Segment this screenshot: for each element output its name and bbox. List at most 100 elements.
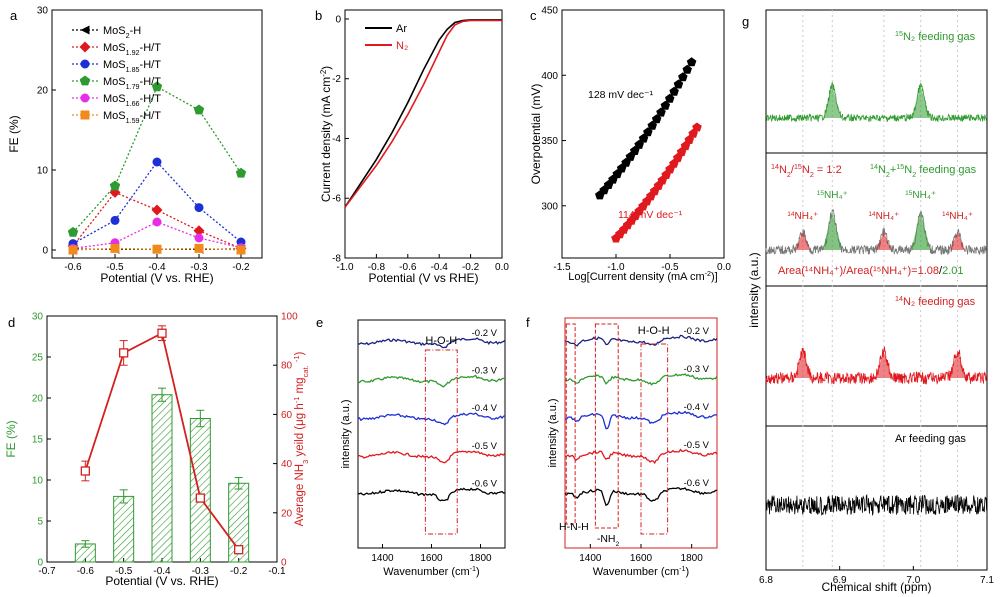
y-tick-label: 450 <box>541 6 558 17</box>
x-axis-label: Log[Current density (mA cm-2)] <box>568 270 717 283</box>
panel-b: -1.0 -0.8 -0.6 -0.4 -0.2 0.0 0 -2 -4 -6 -8 b Potenti… <box>315 8 509 285</box>
legend-entry: MoS2-H <box>103 25 141 40</box>
yield-point <box>157 328 167 338</box>
y-tick-label: 0 <box>335 14 341 25</box>
data-point <box>194 243 204 253</box>
y2-tick-label: 0 <box>281 558 287 569</box>
series-line <box>344 19 502 208</box>
fe-bar <box>113 495 135 563</box>
peak-label: 14NH₄⁺ <box>787 211 818 223</box>
x-tick-label: -1.0 <box>336 262 354 273</box>
series-label: -0.6 V <box>472 478 498 489</box>
subpanel-title: 14N2/15N2 = 1:2 <box>771 163 842 179</box>
slope-label: 114 mV dec⁻¹ <box>618 209 683 221</box>
y-tick-label: 30 <box>37 6 49 17</box>
x-tick-label: -0.6 <box>77 566 95 577</box>
panel-g: g 6.8 6.9 7.0 7.1 Chemical shift (ppm) intensi… <box>742 9 994 594</box>
highlight-box <box>640 343 669 535</box>
yield-point <box>195 493 205 503</box>
panel-d: -0.7 -0.6 -0.5 -0.4 -0.3 -0.2 -0.1051015202530… <box>4 312 310 589</box>
spectrum-line <box>357 412 506 426</box>
x-tick-label: -0.6 <box>399 262 417 273</box>
subpanel-title: 15N₂ feeding gas <box>895 30 976 43</box>
x-axis-label: Chemical shift (ppm) <box>821 580 931 594</box>
data-point <box>110 243 120 253</box>
legend-entry: N₂ <box>396 40 408 52</box>
x-tick-label: -0.6 <box>64 262 82 273</box>
peak-fill <box>950 232 965 250</box>
x-tick-label: -0.3 <box>190 262 208 273</box>
plot-frame <box>357 319 506 549</box>
fe-bar <box>151 394 173 563</box>
spectrum-line <box>564 334 718 347</box>
y-tick-label: 25 <box>32 353 44 364</box>
data-point <box>678 72 688 82</box>
y2-tick-label: 100 <box>281 312 298 323</box>
data-point <box>665 93 675 103</box>
x-tick-label: -0.8 <box>368 262 386 273</box>
data-point <box>673 79 684 89</box>
data-point <box>235 167 247 178</box>
legend-entry: MoS1.66-H/T <box>103 93 161 108</box>
y2-tick-label: 20 <box>281 508 293 519</box>
x-tick-label: 7.0 <box>906 575 920 586</box>
series-line <box>72 85 242 233</box>
panel-a: -0.6 -0.5 -0.4 -0.3 -0.2 0 10 20 30 a Potential (V… <box>7 6 263 285</box>
panel-letter-d: d <box>8 315 15 330</box>
x-axis-label: Wavenumber (cm-1) <box>383 565 479 578</box>
peak-fill <box>793 352 812 378</box>
peak-fill <box>795 232 811 250</box>
y2-axis-label: Average NH3 yeild (μg h-1 mgcat. -1) <box>292 352 310 527</box>
x-tick-label: 6.8 <box>759 575 773 586</box>
data-point <box>660 100 671 110</box>
nmr-trace <box>765 81 987 123</box>
y-tick-label: 20 <box>32 394 44 405</box>
peak-annotation: H-N-H <box>559 521 589 533</box>
x-tick-label: -0.3 <box>192 566 210 577</box>
series-line <box>72 160 242 245</box>
data-point <box>686 57 697 67</box>
area-ratio-text: Area(¹⁴NH₄⁺)/Area(¹⁵NH₄⁺)=1.08/2.01 <box>778 265 964 277</box>
peak-annotation: H-O-H <box>425 335 457 347</box>
panel-letter: f <box>526 315 530 330</box>
x-tick-label: -0.5 <box>661 262 679 273</box>
fe-bar <box>189 418 211 563</box>
y-axis-label: Overpotential (mV) <box>529 84 543 185</box>
series-label: -0.2 V <box>684 326 710 337</box>
plot-frame <box>765 9 988 571</box>
data-point <box>151 204 163 216</box>
plot-frame <box>561 9 725 259</box>
x-tick-label: 1400 <box>579 553 602 564</box>
x-tick-label: 1800 <box>469 553 492 564</box>
data-point <box>68 245 78 255</box>
data-point <box>669 86 679 96</box>
x-tick-label: -1.5 <box>553 262 571 273</box>
y-tick-label: 5 <box>37 517 43 528</box>
yield-point <box>234 545 244 555</box>
spectrum-line <box>357 374 506 388</box>
y-tick-label: 30 <box>32 312 44 323</box>
y-tick-label: -2 <box>332 74 341 85</box>
legend-entry: MoS1.85-H/T <box>103 59 161 74</box>
panel-letter-a: a <box>10 8 18 23</box>
x-tick-label: 0.0 <box>717 262 731 273</box>
spectrum-line <box>357 487 506 502</box>
slope-label: 128 mV dec⁻¹ <box>588 89 654 101</box>
y2-tick-label: 80 <box>281 361 293 372</box>
legend-marker <box>79 75 91 86</box>
peak-fill <box>822 212 842 250</box>
series-label: -0.3 V <box>472 366 498 377</box>
x-tick-label: 1800 <box>681 553 704 564</box>
peak-fill <box>875 352 893 378</box>
y-tick-label: 20 <box>37 86 49 97</box>
spectrum-line <box>357 450 506 464</box>
data-point <box>67 226 79 237</box>
legend-entry: MoS1.92-H/T <box>103 42 161 57</box>
legend-marker <box>80 25 90 35</box>
y-axis-label: Current density (mA cm-2) <box>319 66 334 202</box>
nmr-trace <box>765 493 987 517</box>
x-tick-label: -0.5 <box>106 262 124 273</box>
x-tick-label: 1400 <box>371 553 394 564</box>
x-tick-label: 1600 <box>420 553 443 564</box>
